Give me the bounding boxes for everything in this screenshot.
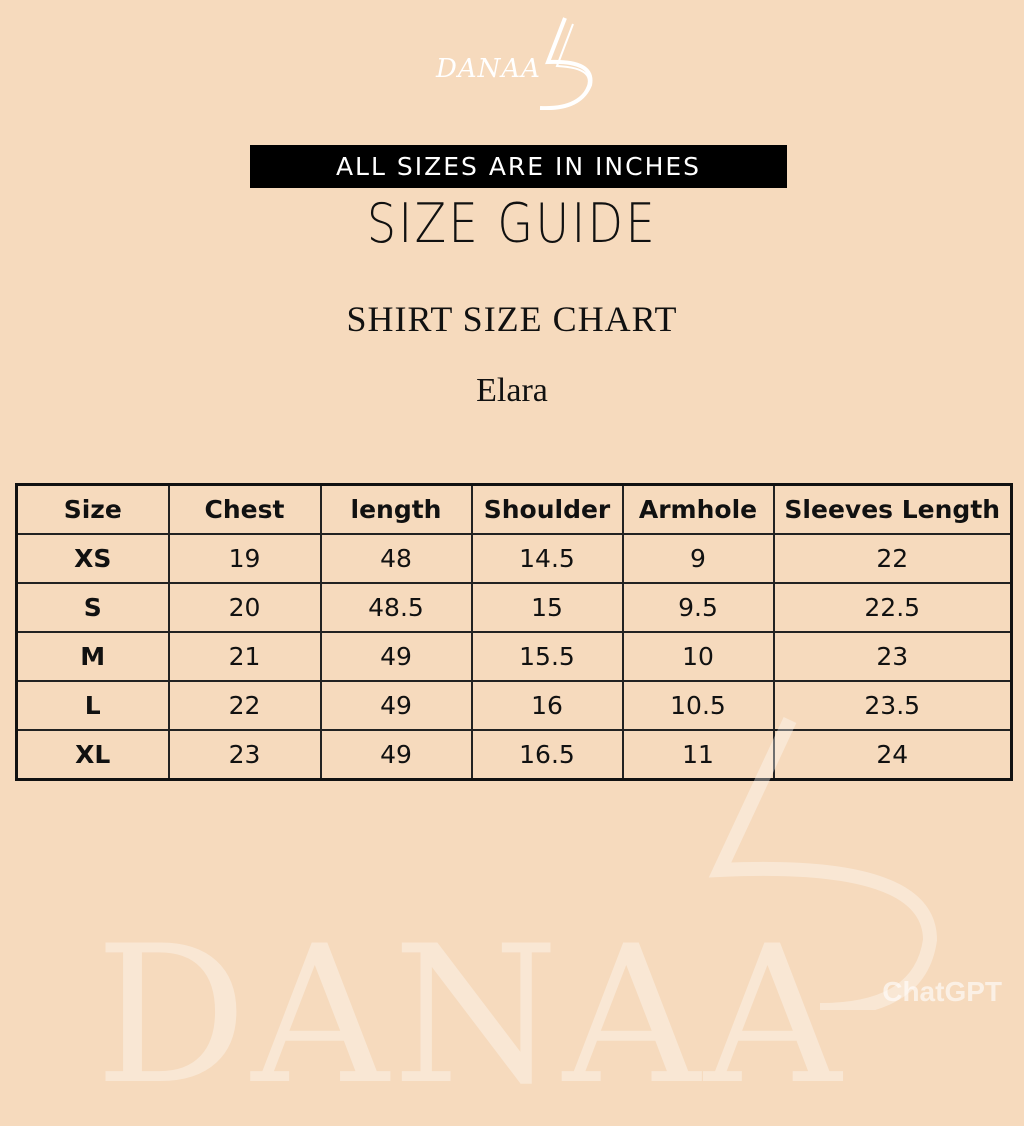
size-cell: XL: [15, 729, 170, 781]
measurement-cell: 23.5: [772, 680, 1013, 731]
table-row: S 20 48.5 15 9.5 22.5: [15, 582, 1013, 633]
measurement-cell: 16.5: [470, 729, 624, 781]
measurement-cell: 9: [621, 533, 775, 584]
chart-subtitle: SHIRT SIZE CHART: [346, 299, 678, 339]
chatgpt-badge: ChatGPT: [882, 976, 1002, 1007]
measurement-cell: 20: [167, 582, 322, 633]
measurement-cell: 15.5: [470, 631, 624, 682]
size-cell: XS: [15, 533, 170, 584]
measurement-cell: 22.5: [772, 582, 1013, 633]
size-cell: L: [15, 680, 170, 731]
table-row: XL 23 49 16.5 11 24: [15, 729, 1013, 781]
measurement-cell: 16: [470, 680, 624, 731]
column-header: Armhole: [621, 483, 775, 535]
brand-logo: DANAA: [430, 10, 600, 110]
table-row: M 21 49 15.5 10 23: [15, 631, 1013, 682]
measurement-cell: 21: [167, 631, 322, 682]
units-banner: ALL SIZES ARE IN INCHES: [250, 145, 787, 188]
measurement-cell: 49: [319, 729, 473, 781]
logo-mark-icon: [539, 17, 593, 110]
page-title: SIZE GUIDE: [366, 192, 658, 255]
measurement-cell: 48: [319, 533, 473, 584]
column-header: Sleeves Length: [772, 483, 1013, 535]
size-cell: M: [15, 631, 170, 682]
measurement-cell: 15: [470, 582, 624, 633]
table-row: XS 19 48 14.5 9 22: [15, 533, 1013, 584]
measurement-cell: 22: [772, 533, 1013, 584]
column-header: Chest: [167, 483, 322, 535]
size-cell: S: [15, 582, 170, 633]
measurement-cell: 22: [167, 680, 322, 731]
measurement-cell: 23: [772, 631, 1013, 682]
measurement-cell: 49: [319, 631, 473, 682]
table-header-row: Size Chest length Shoulder Armhole Sleeves Le…: [15, 483, 1013, 535]
measurement-cell: 19: [167, 533, 322, 584]
measurement-cell: 9.5: [621, 582, 775, 633]
column-header: Shoulder: [470, 483, 624, 535]
measurement-cell: 14.5: [470, 533, 624, 584]
table-row: L 22 49 16 10.5 23.5: [15, 680, 1013, 731]
measurement-cell: 24: [772, 729, 1013, 781]
measurement-cell: 11: [621, 729, 775, 781]
watermark-mark-icon: [708, 717, 938, 1010]
product-name: Elara: [476, 372, 548, 409]
measurement-cell: 10.5: [621, 680, 775, 731]
measurement-cell: 49: [319, 680, 473, 731]
size-table: Size Chest length Shoulder Armhole Sleeves Le…: [15, 483, 1013, 781]
column-header: length: [319, 483, 473, 535]
measurement-cell: 23: [167, 729, 322, 781]
watermark-text: DANAA: [95, 905, 846, 1126]
measurement-cell: 10: [621, 631, 775, 682]
column-header: Size: [15, 483, 170, 535]
logo-text: DANAA: [436, 54, 541, 84]
measurement-cell: 48.5: [319, 582, 473, 633]
